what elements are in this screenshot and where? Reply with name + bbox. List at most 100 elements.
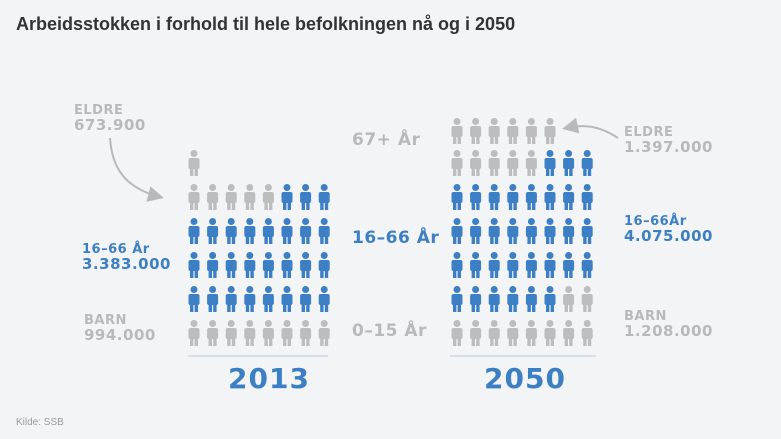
figures-2013	[188, 150, 330, 346]
person-2013-r3-c0	[188, 252, 200, 278]
person-2013-r2-c7	[318, 218, 330, 244]
label-barn-2050: BARN 1.208.000	[624, 310, 713, 339]
person-2050-r1-c2	[488, 150, 500, 176]
person-2013-r4-c6	[300, 286, 312, 312]
person-2050-r6-c3	[507, 320, 519, 346]
person-2050-r6-c5	[544, 320, 556, 346]
chart-title: Arbeidsstokken i forhold til hele befolk…	[16, 14, 516, 34]
person-2050-r5-c2	[488, 286, 500, 312]
person-2050-r1-c3	[507, 150, 519, 176]
label-working-2050: 16–66År 4.075.000	[624, 215, 713, 244]
person-2050-r4-c6	[563, 252, 575, 278]
person-2050-r4-c2	[488, 252, 500, 278]
label-working-2013: 16–66 År 3.383.000	[82, 243, 171, 272]
label-eldre-2050: ELDRE 1.397.000	[624, 126, 713, 155]
person-2050-r0-c2	[488, 118, 500, 144]
person-2050-r0-c3	[507, 118, 519, 144]
person-2050-r2-c7	[581, 184, 593, 210]
person-2050-r3-c4	[525, 218, 537, 244]
label-barn-2050-value: 1.208.000	[624, 321, 713, 340]
person-2050-r3-c0	[451, 218, 463, 244]
person-2013-r3-c7	[318, 252, 330, 278]
person-2013-r2-c2	[225, 218, 237, 244]
person-2050-r2-c3	[507, 184, 519, 210]
label-barn-2013-value: 994.000	[84, 325, 156, 344]
person-2050-r0-c0	[451, 118, 463, 144]
person-2050-r6-c2	[488, 320, 500, 346]
person-2050-r5-c1	[470, 286, 482, 312]
person-2050-r2-c5	[544, 184, 556, 210]
person-2013-r1-c2	[225, 184, 237, 210]
person-2050-r2-c1	[470, 184, 482, 210]
person-2050-r1-c0	[451, 150, 463, 176]
person-2050-r3-c5	[544, 218, 556, 244]
person-2013-r1-c5	[281, 184, 293, 210]
person-2050-r3-c1	[470, 218, 482, 244]
person-2013-r5-c6	[300, 320, 312, 346]
person-2013-r1-c0	[188, 184, 200, 210]
source-note: Kilde: SSB	[16, 417, 64, 428]
person-2050-r5-c7	[581, 286, 593, 312]
person-2050-r2-c2	[488, 184, 500, 210]
person-2013-r2-c4	[262, 218, 274, 244]
person-2050-r4-c7	[581, 252, 593, 278]
person-2050-r0-c5	[544, 118, 556, 144]
year-2013: 2013	[228, 362, 310, 395]
person-2013-r5-c1	[207, 320, 219, 346]
person-2013-r2-c6	[300, 218, 312, 244]
person-2013-r5-c4	[262, 320, 274, 346]
person-2013-r0-c0	[188, 150, 200, 176]
label-barn-2013: BARN 994.000	[84, 314, 156, 343]
person-2050-r0-c4	[525, 118, 537, 144]
label-eldre-2013-value: 673.900	[74, 115, 146, 134]
person-2013-r3-c1	[207, 252, 219, 278]
arrow-eldre-2050	[562, 117, 619, 139]
person-2013-r5-c0	[188, 320, 200, 346]
person-2013-r3-c6	[300, 252, 312, 278]
label-working-2050-name: 16–66År	[624, 214, 687, 229]
label-working-2013-name: 16–66 År	[82, 242, 150, 257]
label-eldre-2013: ELDRE 673.900	[74, 104, 146, 133]
person-2050-r2-c0	[451, 184, 463, 210]
person-2050-r5-c4	[525, 286, 537, 312]
label-barn-2013-name: BARN	[84, 313, 127, 328]
person-2050-r5-c5	[544, 286, 556, 312]
person-2013-r3-c4	[262, 252, 274, 278]
person-2050-r6-c4	[525, 320, 537, 346]
person-2050-r4-c1	[470, 252, 482, 278]
arrow-eldre-2013	[109, 137, 164, 202]
person-2050-r2-c4	[525, 184, 537, 210]
person-2050-r1-c5	[544, 150, 556, 176]
person-2013-r4-c5	[281, 286, 293, 312]
person-2013-r4-c1	[207, 286, 219, 312]
person-2013-r3-c5	[281, 252, 293, 278]
person-2050-r5-c3	[507, 286, 519, 312]
label-eldre-2050-name: ELDRE	[624, 125, 674, 140]
person-2013-r2-c0	[188, 218, 200, 244]
age-band-0-15: 0–15 År	[352, 321, 427, 341]
person-2013-r1-c1	[207, 184, 219, 210]
person-2013-r2-c3	[244, 218, 256, 244]
age-band-67plus: 67+ År	[352, 130, 421, 150]
person-2050-r3-c6	[563, 218, 575, 244]
person-2013-r2-c1	[207, 218, 219, 244]
person-2050-r3-c7	[581, 218, 593, 244]
person-2050-r3-c2	[488, 218, 500, 244]
label-barn-2050-name: BARN	[624, 309, 667, 324]
person-2013-r1-c3	[244, 184, 256, 210]
person-2013-r4-c7	[318, 286, 330, 312]
person-2050-r5-c6	[563, 286, 575, 312]
label-eldre-2013-name: ELDRE	[74, 103, 124, 118]
person-2050-r6-c6	[563, 320, 575, 346]
person-2013-r3-c2	[225, 252, 237, 278]
person-2050-r0-c1	[470, 118, 482, 144]
year-2050: 2050	[484, 362, 566, 395]
person-2050-r1-c1	[470, 150, 482, 176]
person-2013-r2-c5	[281, 218, 293, 244]
person-2013-r5-c2	[225, 320, 237, 346]
person-2013-r4-c4	[262, 286, 274, 312]
person-2013-r1-c7	[318, 184, 330, 210]
person-2050-r1-c6	[563, 150, 575, 176]
person-2050-r3-c3	[507, 218, 519, 244]
